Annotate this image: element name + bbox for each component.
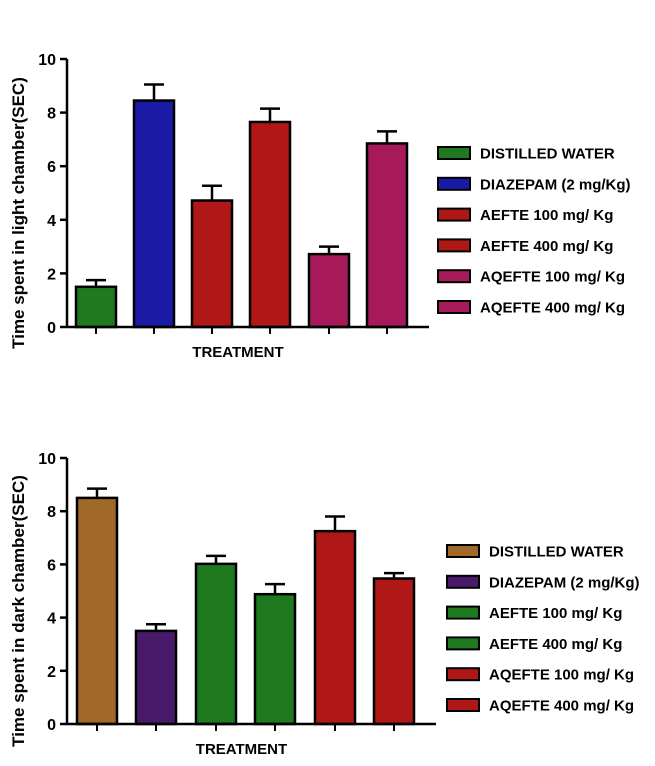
legend-swatch [446,698,480,712]
y-tick-label: 4 [47,213,56,230]
legend-label: DIAZEPAM (2 mg/Kg) [480,176,631,193]
legend-swatch [437,269,471,284]
bar [307,252,351,329]
legend-swatch [437,207,471,222]
y-tick-label: 2 [47,664,56,681]
chart-1: 0 2 4 6 8 10 TREATMENT Time spent in light cham… [9,52,631,361]
bar [134,629,178,726]
y-axis-label: Time spent in dark chamber(SEC) [9,475,28,747]
bar [313,529,357,726]
bar [365,142,409,329]
legend-swatch [446,574,480,589]
legend-label: AEFTE 400 mg/ Kg [489,636,622,653]
legend-label: AQEFTE 400 mg/ Kg [480,300,625,317]
y-tick-label: 10 [38,451,56,468]
legend-label: AEFTE 100 mg/ Kg [489,605,622,622]
y-tick-label: 0 [47,320,56,337]
legend-swatch [446,605,480,620]
bar [253,592,297,726]
legend-swatch [446,544,480,558]
legend-swatch [437,238,471,253]
legend-label: DISTILLED WATER [489,544,624,561]
y-tick-label: 0 [47,717,56,734]
chart-2: 0 2 4 6 8 10 TREATMENT Time spent in dark chamb… [9,451,640,758]
legend-swatch [437,300,471,314]
x-axis-label: TREATMENT [196,741,287,758]
bar [194,562,238,726]
bar [75,496,119,726]
bar [74,285,118,329]
legend-label: AEFTE 100 mg/ Kg [480,207,613,224]
y-tick-label: 4 [47,611,56,628]
y-tick-label: 8 [47,504,56,521]
bar [132,99,176,329]
y-tick-label: 10 [38,52,56,69]
legend-swatch [446,636,480,651]
legend-label: AQEFTE 100 mg/ Kg [489,667,634,684]
legend-swatch [437,146,471,160]
legend-label: AEFTE 400 mg/ Kg [480,238,613,255]
legend-label: AQEFTE 400 mg/ Kg [489,698,634,715]
legend-swatch [446,667,480,682]
legend-label: AQEFTE 100 mg/ Kg [480,269,625,286]
y-tick-label: 6 [47,557,56,574]
legend-label: DISTILLED WATER [480,146,615,163]
legend-label: DIAZEPAM (2 mg/Kg) [489,574,640,591]
bar [372,577,416,726]
legend-swatch [437,176,471,191]
y-tick-label: 6 [47,159,56,176]
bar [248,120,292,329]
y-axis-label: Time spent in light chamber(SEC) [9,77,28,349]
y-tick-label: 8 [47,106,56,123]
y-tick-label: 2 [47,266,56,283]
x-axis-label: TREATMENT [192,344,283,361]
bar [190,199,234,329]
